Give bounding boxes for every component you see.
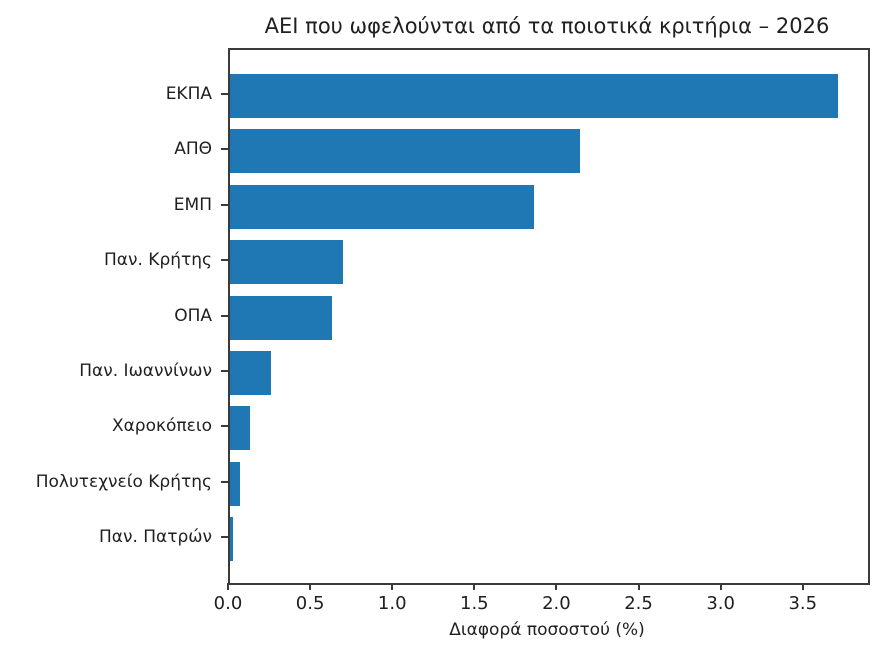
y-tick-label: ΕΜΠ [173,194,212,215]
plot-area [228,48,870,585]
bar-9 [230,517,234,561]
x-tick-mark [719,583,722,590]
y-tick-label: Χαροκόπειο [111,416,212,437]
x-tick-mark [473,583,476,590]
y-tick-label: Παν. Πατρών [98,527,212,547]
bar-5 [230,295,332,340]
y-tick-mark [221,536,228,538]
x-axis-label: Διαφορά ποσοστού (%) [449,620,645,640]
bar-6 [230,350,272,395]
y-tick-label: ΕΚΠΑ [165,84,212,104]
y-tick-mark [221,369,228,372]
x-tick-mark [555,583,558,590]
bar-8 [230,461,240,506]
x-tick-label: 0.0 [213,593,243,614]
chart-title: ΑΕΙ που ωφελούνται από τα ποιοτικά κριτή… [264,14,830,38]
bar-3 [230,184,534,229]
bar-1 [230,74,838,118]
y-tick-mark [221,203,228,206]
x-tick-mark [391,583,394,590]
x-tick-label: 1.5 [460,593,489,614]
bar-7 [230,406,250,451]
x-tick-mark [227,583,229,590]
y-tick-mark [221,425,228,428]
y-tick-mark [221,148,228,151]
x-tick-label: 0.5 [295,593,325,614]
x-tick-mark [309,583,312,590]
x-tick-mark [637,583,640,590]
x-tick-label: 2.0 [542,593,571,614]
y-tick-mark [221,480,228,483]
y-tick-label: Πολυτεχνείο Κρήτης [35,471,212,492]
x-tick-mark [801,583,804,590]
x-tick-label: 2.5 [624,593,653,614]
bar-2 [230,129,580,174]
y-tick-label: ΟΠΑ [174,305,212,326]
x-tick-label: 3.5 [788,593,818,614]
x-tick-label: 3.0 [706,593,735,614]
y-tick-label: ΑΠΘ [174,139,212,160]
y-tick-label: Παν. Ιωαννίνων [79,360,212,381]
y-tick-label: Παν. Κρήτης [104,250,212,271]
y-tick-mark [221,314,228,317]
y-tick-mark [221,93,228,95]
bar-4 [230,240,344,285]
x-tick-label: 1.0 [377,593,407,614]
y-tick-mark [221,259,228,262]
